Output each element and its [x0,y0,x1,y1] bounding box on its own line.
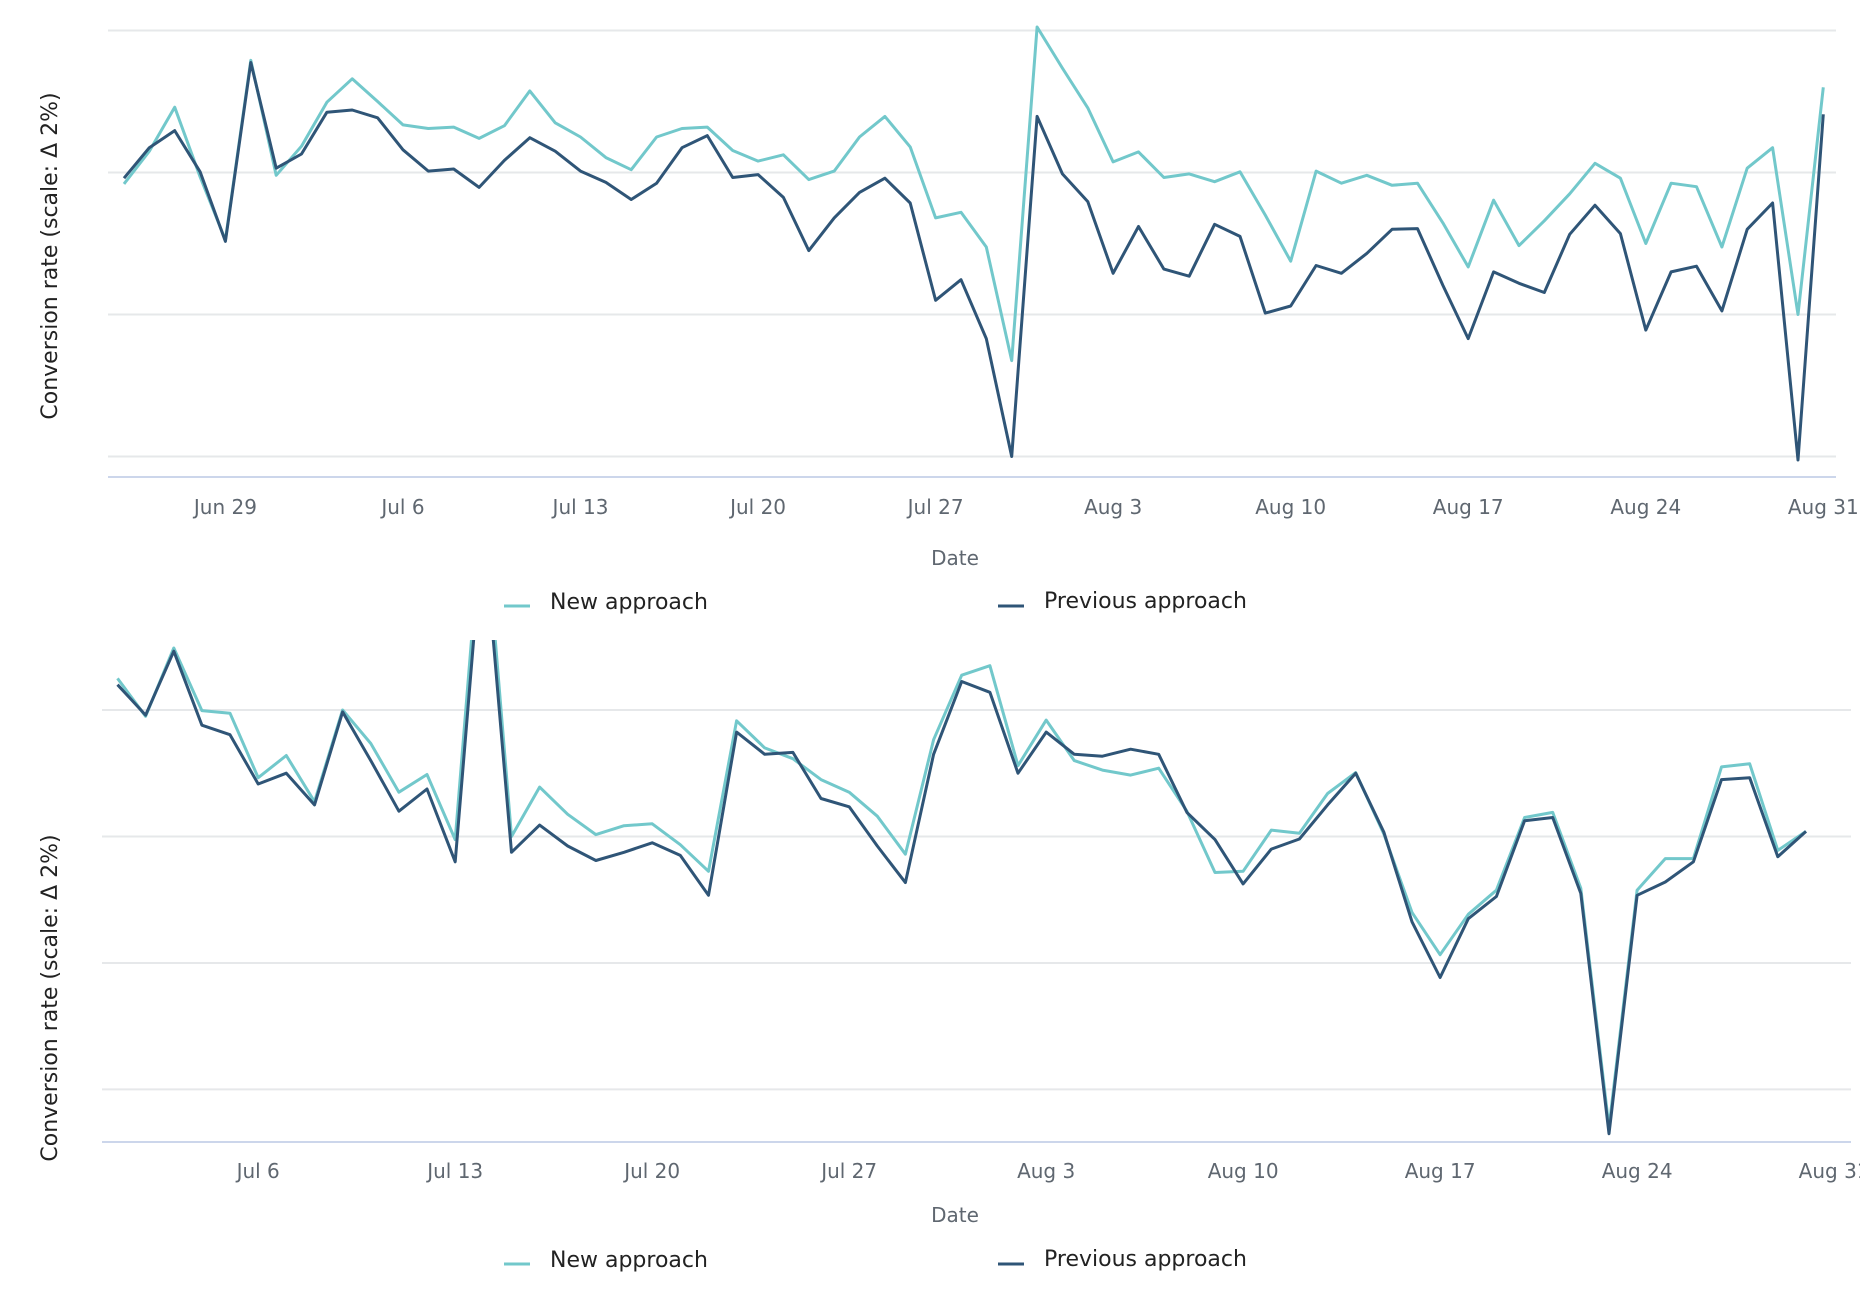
x-tick-label: Aug 17 [1433,495,1504,519]
x-tick-label: Jun 29 [192,495,257,519]
x-tick-label: Aug 17 [1405,1159,1476,1183]
x-tick-label: Jul 13 [551,495,609,519]
x-tick-label: Jul 27 [819,1159,877,1183]
x-tick-label: Aug 10 [1255,495,1326,519]
legend: New approach Previous approach [504,1247,1247,1273]
series-line-new-approach [122,25,1825,363]
x-tick-labels: Jul 6 Jul 13 Jul 20 Jul 27 Aug 3 Aug 10 Aug 17… [235,1159,1860,1183]
x-tick-label: Aug 24 [1610,495,1681,519]
x-tick-label: Jul 27 [906,495,964,519]
x-tick-label: Aug 3 [1084,495,1142,519]
x-tick-labels: Jun 29 Jul 6 Jul 13 Jul 20 Jul 27 Aug 3 Aug 10… [192,495,1859,519]
y-axis-title: Conversion rate (scale: Δ 2%) [38,92,63,419]
chart-top: Jun 29 Jul 6 Jul 13 Jul 20 Jul 27 Aug 3 Aug 10… [38,0,1860,640]
x-tick-label: Aug 31 [1799,1159,1860,1183]
x-axis-title: Date [931,1203,979,1227]
x-axis-title: Date [931,546,979,570]
series-lines [122,25,1825,462]
x-tick-label: Jul 6 [379,495,424,519]
legend-label-new: New approach [550,1248,708,1273]
series-line-previous-approach [122,61,1825,462]
legend: New approach Previous approach [504,589,1247,615]
legend-label-previous: Previous approach [1044,589,1247,614]
y-axis-title: Conversion rate (scale: Δ 2%) [38,834,63,1161]
grid-lines [108,29,1836,458]
legend-label-previous: Previous approach [1044,1247,1247,1272]
chart-bottom: Jul 6 Jul 13 Jul 20 Jul 27 Aug 3 Aug 10 Aug 17… [38,640,1860,1273]
x-tick-label: Jul 20 [728,495,786,519]
x-tick-label: Aug 3 [1017,1159,1075,1183]
x-tick-label: Aug 10 [1208,1159,1279,1183]
grid-lines [102,709,1851,1091]
x-tick-label: Jul 6 [235,1159,280,1183]
series-line-new-approach [116,640,1807,1129]
x-tick-label: Jul 20 [622,1159,680,1183]
series-line-previous-approach [116,640,1808,1136]
x-tick-label: Aug 24 [1602,1159,1673,1183]
legend-label-new: New approach [550,590,708,615]
x-tick-label: Aug 31 [1788,495,1859,519]
series-lines [116,640,1808,1136]
x-tick-label: Jul 13 [425,1159,483,1183]
